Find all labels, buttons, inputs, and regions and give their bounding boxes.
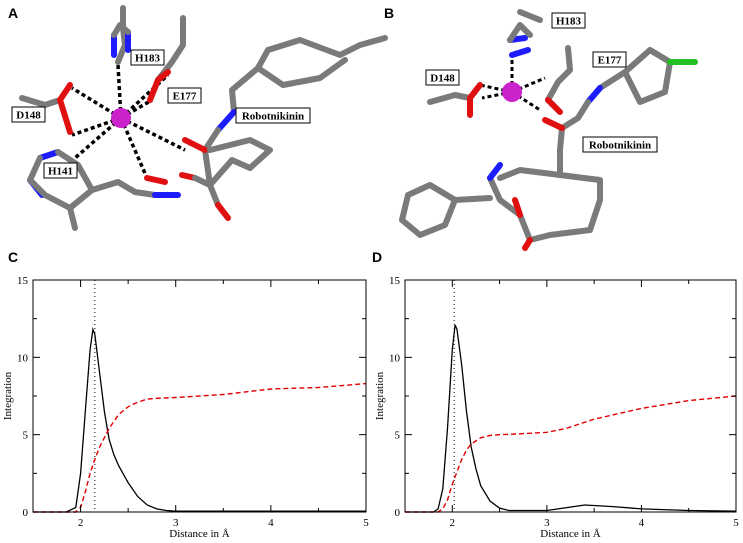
chart-c-xtick-label: 4 — [268, 517, 274, 529]
label-robotnikinin-a: Robotnikinin — [242, 111, 304, 123]
chart-c-ytick-label: 0 — [23, 507, 29, 519]
rdf-chart-c: 2 3 4 5 0 5 10 15 Distance in Å Integration — [2, 275, 369, 540]
chart-d-lines — [405, 280, 737, 513]
label-e177-b: E177 — [598, 55, 622, 67]
chart-d-xlabel: Distance in Å — [540, 528, 601, 540]
chart-d-xtick-label: 5 — [733, 517, 739, 529]
coordination-bonds-b — [479, 60, 546, 112]
chart-d-ytick-label: 15 — [389, 275, 401, 287]
chart-c-xlabel: Distance in Å — [169, 528, 230, 540]
chart-c-ylabel: Integration — [2, 371, 14, 420]
label-d148-b: D148 — [430, 73, 455, 85]
chart-d-ytick-label: 5 — [395, 430, 401, 442]
metal-ion-a — [111, 108, 131, 128]
chart-c-ticks: 2 3 4 5 0 5 10 15 — [17, 275, 369, 529]
chart-d-ytick-label: 10 — [389, 352, 401, 364]
chart-d-series-integration — [405, 395, 737, 513]
chart-d-xtick-label: 4 — [639, 517, 645, 529]
residue-labels-b: H183 E177 D148 Robotnikinin — [425, 12, 658, 153]
label-h183-a: H183 — [135, 53, 161, 65]
chart-c-series-integration — [33, 382, 367, 513]
label-e177-a: E177 — [173, 91, 197, 103]
rdf-chart-d: 2 3 4 5 0 5 10 15 Distance in Å Integration — [374, 275, 739, 540]
metal-ion-b — [502, 82, 522, 102]
molecule-bonds-a — [19, 5, 388, 231]
chart-d-xtick-label: 3 — [544, 517, 550, 529]
chart-c-xtick-label: 3 — [173, 517, 179, 529]
panel-letter-b: B — [384, 5, 394, 21]
chart-c-series-rdf — [33, 327, 366, 513]
label-h141-a: H141 — [48, 166, 73, 178]
residue-labels-a: H183 E177 D148 Robotnikinin H141 — [11, 49, 311, 179]
label-h183-b: H183 — [556, 16, 582, 28]
chart-c-xtick-label: 5 — [363, 517, 369, 529]
molecule-panel-b: B — [384, 5, 698, 251]
chart-d-ticks: 2 3 4 5 0 5 10 15 — [389, 275, 739, 529]
molecule-panel-a: A — [8, 5, 388, 231]
chart-d-xtick-label: 2 — [450, 517, 456, 529]
panel-letter-a: A — [8, 5, 18, 21]
label-robotnikinin-b: Robotnikinin — [589, 140, 651, 152]
chart-c-ytick-label: 15 — [17, 275, 29, 287]
chart-d-ylabel: Integration — [374, 371, 386, 420]
panel-letter-d: D — [372, 249, 382, 265]
chart-c-ytick-label: 10 — [17, 352, 29, 364]
molecule-bonds-b — [399, 9, 698, 251]
chart-d-ytick-label: 0 — [395, 507, 401, 519]
chart-c-ytick-label: 5 — [23, 430, 29, 442]
chart-c-lines — [33, 280, 367, 513]
panel-letter-c: C — [8, 249, 18, 265]
label-d148-a: D148 — [16, 110, 41, 122]
chart-d-series-rdf — [405, 324, 737, 513]
chart-c-xtick-label: 2 — [78, 517, 84, 529]
